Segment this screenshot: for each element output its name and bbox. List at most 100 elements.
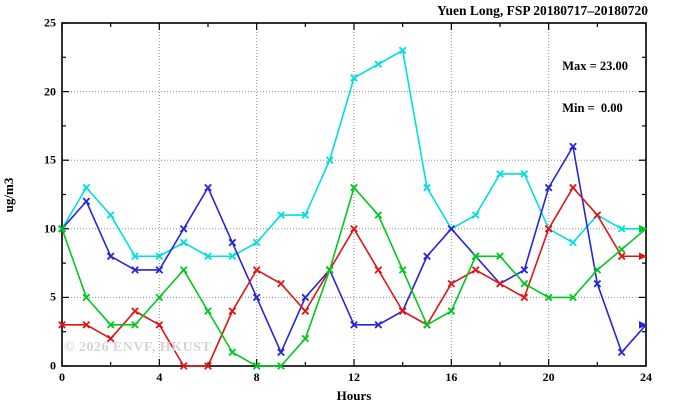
series-cyan-marker [277,211,285,219]
series-red-marker [179,362,188,370]
series-blue-marker [374,321,383,329]
series-cyan-marker [179,238,188,247]
series-cyan-marker [204,252,212,261]
y-axis-label: ug/m3 [1,177,16,213]
series-red-marker [350,224,358,233]
y-tick-label: 10 [44,221,56,236]
x-tick-label: 16 [445,370,458,384]
series-red-marker [593,211,602,219]
series-red-marker [544,224,553,233]
chart-title: Yuen Long, FSP 20180717–20180720 [436,3,648,18]
series-blue-marker [228,238,237,247]
series-cyan-marker [617,224,626,233]
series-cyan-line [61,49,646,258]
series-blue-marker [350,321,358,329]
series-red-marker [252,266,261,274]
x-tick-label: 24 [640,370,652,384]
series-cyan-marker [106,211,115,219]
series-green-marker [423,321,431,329]
series-green-marker [155,293,164,302]
series-red-marker [106,334,115,343]
series-cyan-marker [569,238,577,247]
series-cyan-marker [496,170,504,178]
series-cyan-marker [398,46,407,55]
series-green-marker [471,252,480,261]
series-cyan-marker [131,252,139,261]
series-blue-line [61,145,647,354]
series-green-marker [496,252,504,261]
series-blue-marker [617,348,626,357]
series-green-arrowhead [639,225,647,233]
series-cyan-marker [252,238,261,247]
y-tick-label: 20 [44,84,56,99]
series-cyan-marker [350,74,358,82]
min-value-label: Min = 0.00 [562,101,623,115]
series-blue-marker [423,252,431,261]
y-tick-label: 25 [44,15,56,30]
series-green-marker [58,224,66,233]
series-green-marker [350,183,358,192]
series-blue-marker [544,183,553,192]
series-blue-marker [593,279,602,288]
series-green-marker [252,362,261,370]
series-green-marker [398,266,407,274]
series-red-marker [569,183,577,192]
x-tick-label: 12 [348,370,360,384]
series-red-marker [82,321,91,329]
series-red-marker [520,293,529,302]
series-red-marker [301,307,310,315]
series-red-marker [447,279,456,288]
max-value-label: Max = 23.00 [562,59,628,73]
series-blue-marker [520,266,529,274]
x-tick-label: 4 [156,370,163,384]
y-tick-label: 0 [50,358,56,373]
series-blue-marker [82,197,91,206]
series-red-marker [204,362,212,370]
series-green-marker [374,211,383,219]
series-green-marker [131,321,139,329]
series-green-marker [179,266,188,274]
series-blue-marker [569,142,577,151]
series-blue-marker [204,183,212,192]
series-red-marker [496,279,504,288]
series-blue-marker [131,266,139,274]
series-blue-marker [252,293,261,302]
y-tick-label: 15 [44,152,56,167]
series-blue-marker [277,348,285,357]
series-green-marker [520,279,529,288]
series-cyan-marker [520,170,529,178]
series-cyan-marker [82,183,91,192]
series-green-marker [447,307,456,315]
series-cyan-marker [228,252,237,261]
x-axis-label: Hours [336,388,372,403]
series-blue-marker [301,293,310,302]
series-red-arrowhead [639,252,647,261]
series-blue-marker [447,224,456,233]
series-red-marker [374,266,383,274]
series-green-marker [106,321,115,329]
series-green-marker [228,348,237,357]
x-tick-label: 8 [253,370,260,384]
series-green-marker [277,362,285,370]
series-red-marker [155,321,164,329]
series-green-marker [82,293,91,302]
x-tick-label: 0 [59,370,65,384]
series-red-marker [131,307,139,315]
series-cyan-marker [325,156,334,165]
series-red-marker [58,321,66,329]
series-red-marker [398,307,407,315]
series-blue-marker [106,252,115,261]
series-green-marker [544,293,553,302]
series-green-marker [301,334,310,343]
series-cyan-marker [471,211,480,219]
series-green-marker [204,307,212,315]
series-cyan-marker [374,60,383,68]
series-green-marker [617,245,626,254]
x-tick-label: 20 [542,370,555,384]
series-red-marker [617,252,626,261]
series-cyan-marker [301,211,310,219]
series-red-marker [471,266,480,274]
series-blue-arrowhead [639,321,647,329]
